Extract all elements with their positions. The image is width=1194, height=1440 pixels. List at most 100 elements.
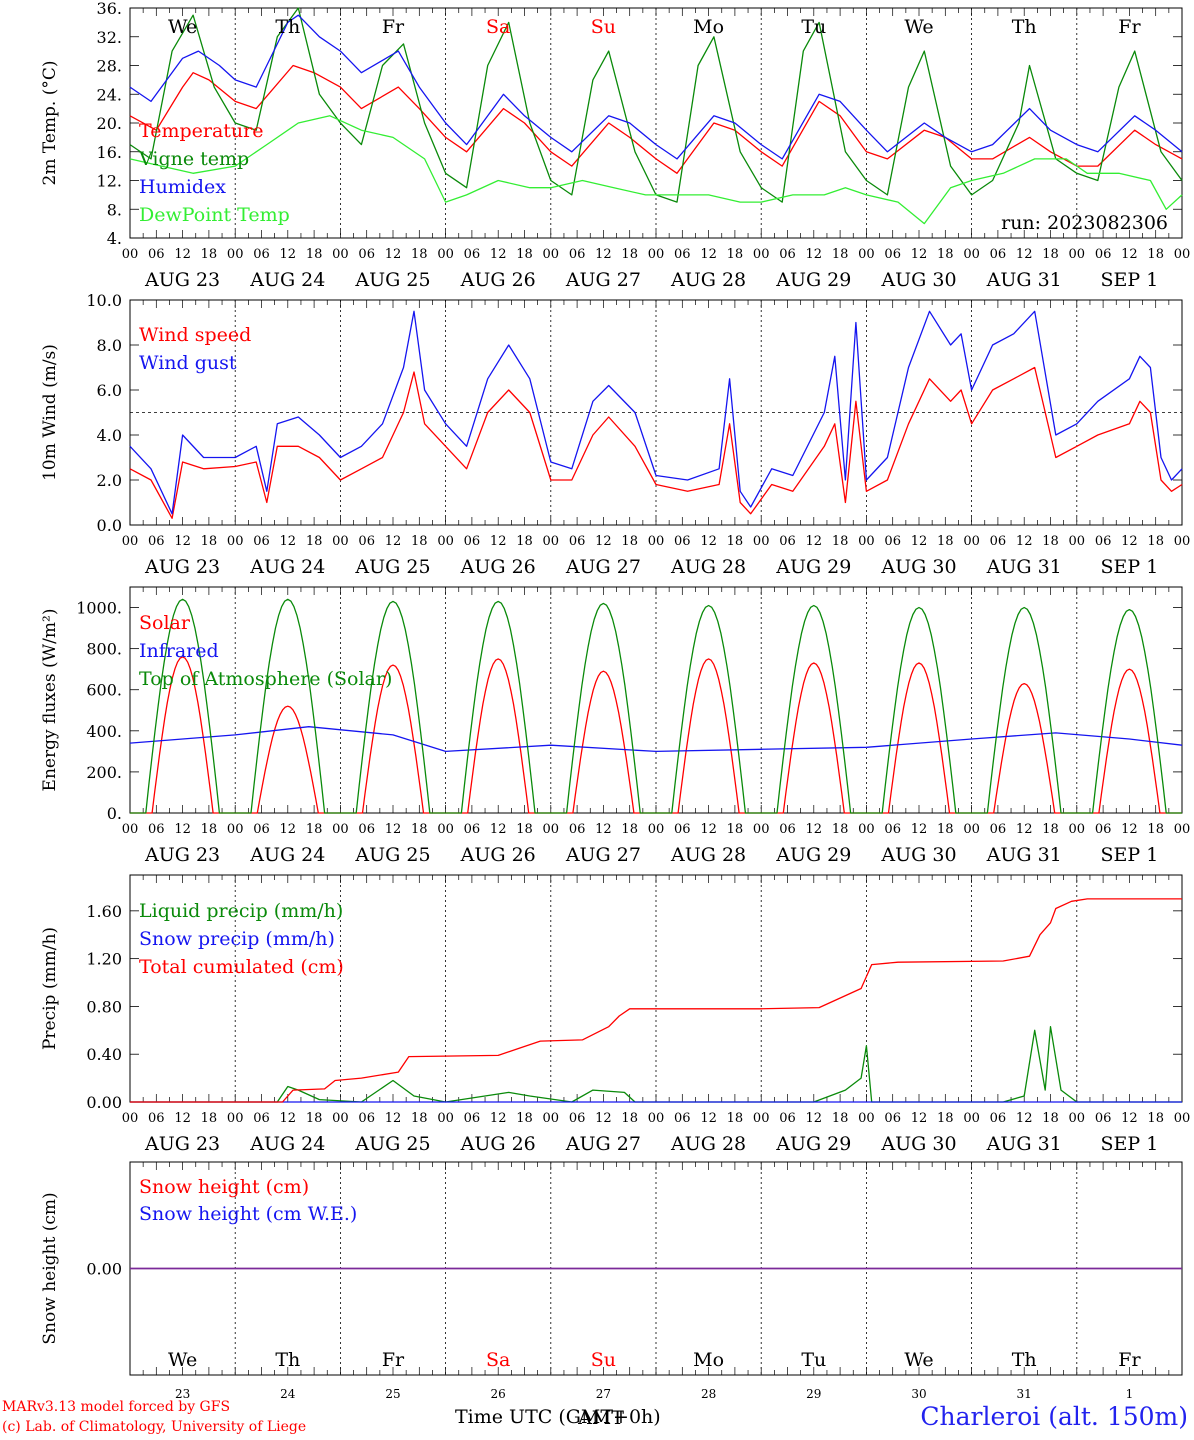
hour-label: 18: [621, 1111, 638, 1126]
weekday-label-bottom: Fr: [1118, 1349, 1141, 1371]
hour-label: 00: [1174, 534, 1191, 549]
hour-label: 12: [911, 822, 928, 837]
hour-label: 06: [358, 822, 375, 837]
hour-label: 18: [937, 247, 954, 262]
day-number-label: 30: [911, 1387, 926, 1401]
hour-label: 06: [674, 247, 691, 262]
y-axis-label: Precip (mm/h): [40, 927, 60, 1050]
hour-label: 18: [1042, 1111, 1059, 1126]
day-date-label: AUG 31: [986, 269, 1062, 291]
series-line-wind-gust: [129, 310, 1183, 515]
y-tick-label: 16.: [97, 143, 122, 162]
day-number-label: 1: [1126, 1387, 1134, 1401]
hour-label: 00: [753, 1111, 770, 1126]
hour-label: 06: [674, 822, 691, 837]
weekday-label-bottom: Th: [1012, 1349, 1037, 1371]
y-tick-label: 36.: [97, 0, 122, 18]
hour-label: 00: [1174, 822, 1191, 837]
day-number-label: 31: [1017, 1387, 1032, 1401]
hour-label: 12: [806, 822, 823, 837]
day-date-label: AUG 23: [144, 844, 220, 866]
hour-label: 12: [700, 822, 717, 837]
hour-label: 00: [648, 534, 665, 549]
legend-entry: Snow height (cm W.E.): [139, 1203, 357, 1225]
weekday-label-top: We: [168, 16, 197, 38]
legend-entry: Snow height (cm): [139, 1176, 309, 1198]
hour-label: 06: [779, 534, 796, 549]
series-line-total-cumulated-cm-: [130, 898, 1182, 1103]
y-tick-label: 0.00: [86, 1260, 122, 1279]
hour-label: 12: [385, 822, 402, 837]
hour-label: 12: [280, 534, 297, 549]
hour-label: 00: [858, 247, 875, 262]
hour-label: 18: [201, 1111, 218, 1126]
hour-label: 06: [253, 822, 270, 837]
hour-label: 06: [253, 534, 270, 549]
weekday-label-bottom: Tu: [801, 1349, 826, 1371]
hour-label: 06: [1095, 534, 1112, 549]
hour-label: 18: [306, 1111, 323, 1126]
legend-entry: Temperature: [139, 120, 263, 142]
hour-label: 00: [437, 1111, 454, 1126]
hour-label: 12: [806, 534, 823, 549]
y-axis-label: Energy fluxes (W/m²): [40, 609, 60, 792]
hour-label: 12: [280, 822, 297, 837]
hour-label: 06: [990, 247, 1007, 262]
hour-label: 06: [148, 1111, 165, 1126]
hour-label: 06: [358, 247, 375, 262]
hour-label: 18: [411, 822, 428, 837]
day-date-label: AUG 29: [775, 844, 851, 866]
hour-label: 12: [280, 1111, 297, 1126]
hour-label: 12: [174, 1111, 191, 1126]
day-number-label: 27: [596, 1387, 611, 1401]
series-line-infrared: [129, 726, 1183, 753]
hour-label: 00: [122, 247, 139, 262]
hour-label: 06: [779, 247, 796, 262]
hour-label: 12: [911, 534, 928, 549]
day-date-label: AUG 24: [249, 556, 325, 578]
day-number-label: 23: [175, 1387, 190, 1401]
legend-entry: Humidex: [139, 176, 226, 198]
y-axis-label: Snow height (cm): [40, 1192, 60, 1344]
hour-label: 06: [990, 822, 1007, 837]
hour-label: 18: [411, 534, 428, 549]
hour-label: 18: [1042, 822, 1059, 837]
hour-label: 06: [148, 534, 165, 549]
hour-label: 18: [621, 822, 638, 837]
day-date-label: AUG 23: [144, 269, 220, 291]
day-date-label: AUG 27: [565, 1133, 641, 1155]
hour-label: 00: [543, 1111, 560, 1126]
hour-label: 12: [911, 247, 928, 262]
hour-label: 18: [1147, 822, 1164, 837]
day-date-label: AUG 27: [565, 269, 641, 291]
hour-label: 12: [490, 247, 507, 262]
hour-label: 00: [858, 1111, 875, 1126]
day-date-label: AUG 26: [460, 844, 536, 866]
hour-label: 00: [122, 1111, 139, 1126]
hour-label: 18: [832, 534, 849, 549]
panel-frame: [129, 586, 1183, 814]
day-date-label: SEP 1: [1100, 556, 1158, 578]
weekday-label-bottom: Th: [275, 1349, 300, 1371]
hour-label: 06: [990, 1111, 1007, 1126]
day-date-label: AUG 29: [775, 269, 851, 291]
hour-label: 18: [201, 534, 218, 549]
day-date-label: AUG 26: [460, 556, 536, 578]
hour-label: 18: [727, 534, 744, 549]
hour-label: 00: [437, 247, 454, 262]
hour-label: 18: [1147, 247, 1164, 262]
day-number-label: 24: [280, 1387, 296, 1401]
hour-label: 00: [122, 534, 139, 549]
hour-label: 00: [858, 534, 875, 549]
hour-label: 06: [779, 822, 796, 837]
y-tick-label: 1000.: [76, 599, 122, 618]
hour-label: 18: [937, 534, 954, 549]
hour-label: 06: [569, 534, 586, 549]
day-date-label: AUG 30: [880, 1133, 956, 1155]
day-date-label: AUG 27: [565, 556, 641, 578]
y-tick-label: 20.: [97, 114, 122, 133]
hour-label: 12: [280, 247, 297, 262]
hour-label: 12: [700, 247, 717, 262]
hour-label: 18: [411, 1111, 428, 1126]
